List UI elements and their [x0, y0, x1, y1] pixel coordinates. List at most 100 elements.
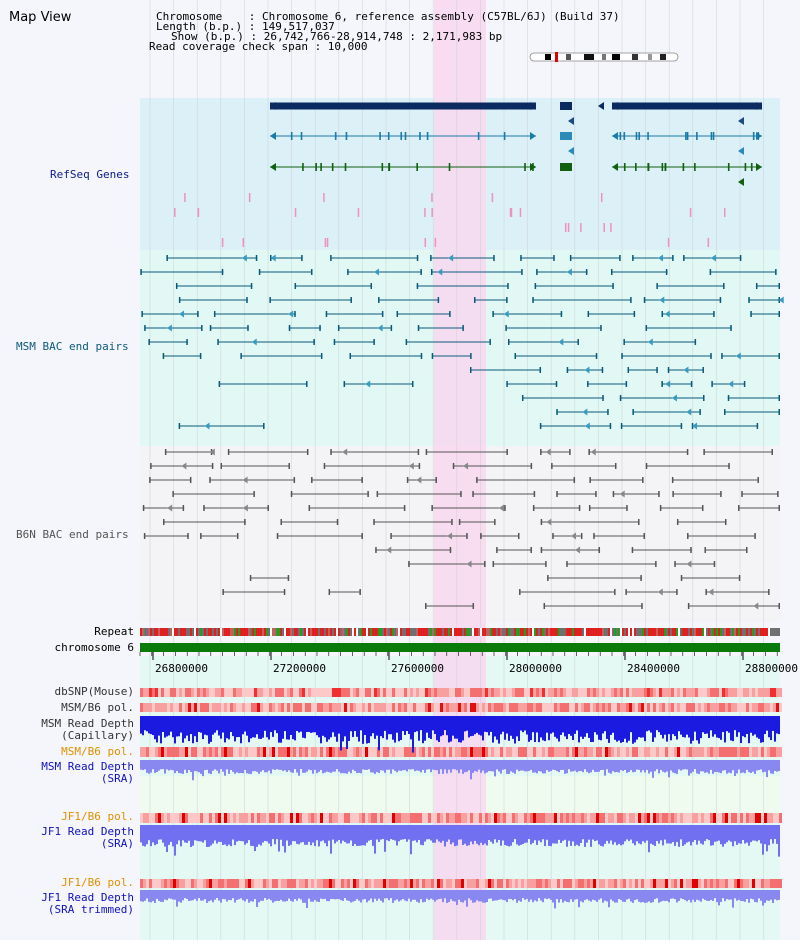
refseq-exon	[448, 163, 451, 171]
read-depth-bar	[610, 760, 612, 774]
read-depth-bar	[628, 890, 630, 899]
polymorphism-cell	[212, 813, 215, 823]
read-depth-bar	[580, 825, 582, 843]
repeat-segment	[708, 628, 710, 636]
polymorphism-cell	[377, 813, 380, 823]
polymorphism-cell	[356, 879, 359, 888]
polymorphism-cell	[524, 813, 527, 823]
polymorphism-cell	[503, 813, 506, 823]
polymorphism-cell	[428, 688, 431, 697]
read-depth-bar	[226, 716, 228, 739]
read-depth-bar	[412, 760, 414, 770]
read-depth-bar	[248, 716, 250, 743]
read-depth-bar	[670, 825, 672, 844]
read-depth-bar	[568, 716, 570, 734]
read-depth-bar	[746, 760, 748, 770]
track-label-jf1-depth-trim[interactable]: JF1 Read Depth	[41, 891, 134, 904]
b6n-bac-end	[778, 603, 780, 609]
track-label-msm-bac[interactable]: MSM BAC end pairs	[16, 340, 129, 353]
repeat-segment	[742, 628, 744, 636]
polymorphism-cell	[254, 703, 257, 712]
read-depth-bar	[254, 716, 256, 738]
repeat-segment	[628, 628, 630, 636]
track-label-jf1-b6-pol-2[interactable]: JF1/B6 pol.	[61, 876, 134, 889]
polymorphism-cell	[473, 879, 476, 888]
repeat-segment	[564, 628, 566, 636]
polymorphism-cell	[248, 747, 251, 757]
repeat-segment	[642, 628, 644, 636]
read-depth-bar	[696, 760, 698, 774]
polymorphism-cell	[482, 879, 485, 888]
read-depth-bar	[716, 890, 718, 903]
read-depth-bar	[170, 760, 172, 770]
repeat-segment	[758, 628, 760, 636]
track-label-dbsnp[interactable]: dbSNP(Mouse)	[54, 685, 134, 698]
repeat-segment	[576, 628, 578, 636]
polymorphism-cell	[317, 879, 320, 888]
polymorphism-cell	[194, 747, 197, 757]
track-label-jf1-depth-sra[interactable]: JF1 Read Depth	[41, 825, 134, 838]
read-depth-bar	[410, 890, 412, 902]
track-label-msm-depth-capillary[interactable]: MSM Read Depth	[41, 717, 134, 730]
read-depth-bar	[266, 760, 268, 773]
read-depth-bar	[202, 760, 204, 777]
polymorphism-cell	[734, 703, 737, 712]
polymorphism-cell	[158, 879, 161, 888]
read-depth-bar	[548, 825, 550, 846]
track-label-b6n-bac[interactable]: B6N BAC end pairs	[16, 528, 129, 541]
polymorphism-cell	[575, 879, 578, 888]
track-label-chromosome[interactable]: chromosome 6	[54, 641, 134, 654]
repeat-segment	[744, 628, 746, 636]
track-label-refseq-genes[interactable]: RefSeq Genes	[50, 168, 130, 181]
refseq-exon	[315, 163, 317, 171]
track-label-msm-b6-pol[interactable]: MSM/B6 pol.	[61, 701, 134, 714]
read-depth-bar	[252, 716, 254, 738]
polymorphism-cell	[329, 703, 332, 712]
repeat-segment	[230, 628, 232, 636]
msm-bac-end	[140, 269, 142, 275]
polymorphism-cell	[290, 747, 293, 757]
track-label-repeat[interactable]: Repeat	[94, 625, 134, 638]
read-depth-bar	[408, 716, 410, 734]
polymorphism-cell	[272, 688, 275, 697]
polymorphism-cell	[437, 879, 440, 888]
read-depth-bar	[354, 716, 356, 732]
read-depth-bar	[586, 760, 588, 772]
b6n-bac-end	[280, 519, 282, 525]
read-depth-bar	[646, 890, 648, 903]
msm-bac-end	[507, 339, 510, 345]
read-depth-bar	[740, 890, 742, 901]
read-depth-bar	[568, 890, 570, 903]
read-depth-bar	[604, 890, 606, 901]
polymorphism-cell	[302, 688, 305, 697]
track-label-msm-depth-sra[interactable]: MSM Read Depth	[41, 760, 134, 773]
polymorphism-cell	[704, 688, 707, 697]
read-depth-bar	[176, 890, 178, 907]
read-depth-bar	[554, 890, 556, 909]
read-depth-bar	[604, 825, 606, 844]
track-label-msm-b6-pol-2[interactable]: MSM/B6 pol.	[61, 745, 134, 758]
repeat-segment	[368, 628, 370, 636]
polymorphism-cell	[773, 747, 776, 757]
msm-bac-arrow	[566, 268, 572, 276]
polymorphism-cell	[677, 879, 680, 888]
read-depth-bar	[686, 760, 688, 770]
polymorphism-cell	[629, 747, 632, 757]
track-label-msm-depth-capillary-sub: (Capillary)	[61, 729, 134, 742]
msm-bac-end	[420, 269, 422, 275]
read-depth-bar	[498, 825, 500, 840]
track-label-jf1-b6-pol[interactable]: JF1/B6 pol.	[61, 810, 134, 823]
read-depth-bar	[410, 825, 412, 855]
read-depth-bar	[150, 760, 152, 773]
repeat-segment	[390, 628, 392, 636]
polymorphism-cell	[779, 813, 782, 823]
read-depth-bar	[398, 825, 400, 842]
b6n-bac-end	[533, 491, 536, 497]
repeat-segment	[468, 628, 470, 636]
polymorphism-cell	[674, 747, 677, 757]
polymorphism-cell	[662, 879, 665, 888]
polymorphism-cell	[389, 703, 392, 712]
read-depth-bar	[726, 890, 728, 900]
polymorphism-cell	[596, 688, 599, 697]
